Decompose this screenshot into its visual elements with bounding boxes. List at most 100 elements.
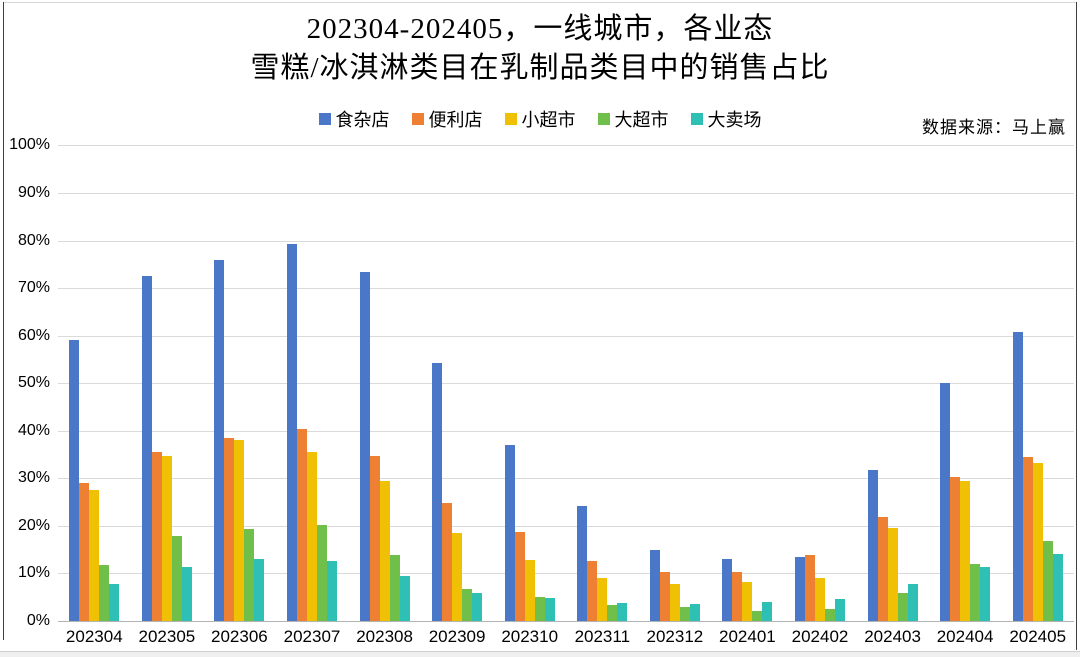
bar-食杂店-202402 [795,557,805,621]
bar-大卖场-202401 [762,601,773,621]
bar-食杂店-202309 [432,362,443,621]
bar-大卖场-202405 [1052,554,1063,621]
x-axis-tick-label: 202312 [646,627,704,646]
bar-食杂店-202307 [287,244,297,621]
bar-食杂店-202311 [577,506,588,621]
bar-食杂店-202404 [940,383,951,621]
bar-小超市-202310 [524,560,535,621]
legend-label: 大超市 [614,110,669,130]
frame-edge-left [3,2,4,640]
bar-大卖场-202311 [617,602,628,621]
bar-大卖场-202309 [472,593,483,621]
bar-大超市-202311 [607,604,618,621]
y-axis-tick-label: 90% [17,184,50,201]
gridline [58,525,1074,527]
frame-edge-right [1076,2,1077,650]
bar-便利店-202311 [587,561,598,621]
bar-大卖场-202402 [835,599,845,621]
chart-title: 202304-202405，一线城市，各业态 雪糕/冰淇淋类目在乳制品类目中的销… [0,10,1080,88]
x-axis-line [58,621,1074,622]
x-axis-tick-label: 202307 [283,627,341,646]
bar-大卖场-202304 [109,583,120,621]
bar-小超市-202309 [452,532,463,621]
bar-小超市-202404 [960,481,971,621]
x-axis-tick-label: 202308 [356,627,413,646]
x-axis-tick-label: 202401 [719,627,776,646]
bar-大超市-202304 [99,564,110,621]
bar-小超市-202307 [307,452,317,621]
legend-item-1: 食杂店 [318,106,390,132]
bar-小超市-202311 [597,578,608,621]
bar-大卖场-202308 [399,575,410,621]
bar-大超市-202307 [317,525,327,621]
legend-swatch-icon [318,113,331,125]
y-axis-tick-label: 40% [17,421,50,439]
bar-食杂店-202306 [214,259,225,621]
y-axis-tick-label: 0% [26,612,50,629]
y-axis-tick-label: 50% [17,374,50,392]
bar-便利店-202309 [442,503,453,621]
bar-小超市-202403 [887,528,898,621]
bar-大超市-202305 [171,535,182,621]
bar-小超市-202312 [669,583,680,621]
bar-大卖场-202310 [544,598,555,621]
bar-大卖场-202404 [980,566,991,621]
legend-swatch-icon [411,113,424,125]
source-note: 数据来源：马上赢 [922,118,1066,137]
x-axis-tick-label: 202403 [864,627,921,646]
x-axis-tick-label: 202311 [574,627,631,646]
y-axis-tick-label: 60% [17,326,50,344]
bar-大卖场-202306 [254,558,265,621]
bar-大超市-202306 [244,529,255,621]
bar-小超市-202405 [1032,463,1043,621]
bar-小超市-202308 [379,480,390,621]
legend-label: 大卖场 [707,110,762,130]
bar-大超市-202310 [534,596,545,621]
bar-食杂店-202401 [722,559,733,621]
bar-大超市-202404 [970,563,981,621]
legend: 食杂店 便利店 小超市 大超市 大卖场 [0,106,1080,132]
legend-label: 小超市 [521,110,576,130]
gridline [58,335,1074,337]
legend-swatch-icon [504,113,517,125]
x-axis-tick-label: 202404 [936,627,994,646]
bar-大超市-202402 [825,609,835,621]
chart-title-line2: 雪糕/冰淇淋类目在乳制品类目中的销售占比 [250,52,830,84]
bar-食杂店-202308 [359,272,370,621]
y-axis-tick-label: 80% [17,231,50,249]
y-axis-tick-label: 10% [17,564,50,582]
gridline [58,430,1074,432]
bar-小超市-202402 [815,577,825,621]
bar-便利店-202307 [297,429,307,621]
bar-食杂店-202304 [69,340,80,621]
bar-大超市-202401 [752,611,763,621]
y-axis-tick-label: 100% [9,136,50,154]
bar-便利店-202306 [224,437,235,621]
legend-item-2: 便利店 [411,106,483,132]
x-axis-tick-label: 202310 [501,627,559,646]
bar-便利店-202403 [877,517,888,621]
bar-大卖场-202305 [181,566,192,621]
bar-大卖场-202307 [327,561,337,621]
legend-label: 便利店 [428,110,483,130]
legend-swatch-icon [690,113,703,125]
bar-大超市-202405 [1042,541,1053,621]
frame-edge-bottom-strip [0,652,1080,657]
frame-edge-bottom [0,651,1080,652]
legend-swatch-icon [597,113,610,125]
bar-便利店-202312 [659,572,670,621]
bar-小超市-202305 [161,456,172,621]
bar-食杂店-202403 [867,470,878,621]
legend-item-3: 小超市 [504,106,576,132]
gridline [58,383,1074,385]
bar-大卖场-202403 [907,583,918,621]
y-axis-tick-label: 20% [17,516,50,534]
x-axis-tick-label: 202405 [1009,627,1067,646]
bar-便利店-202308 [369,456,380,621]
x-axis-tick-label: 202305 [138,627,196,646]
gridline [58,240,1074,242]
y-axis-tick-label: 70% [17,279,50,297]
legend-item-4: 大超市 [597,106,669,132]
gridline [58,145,1074,147]
